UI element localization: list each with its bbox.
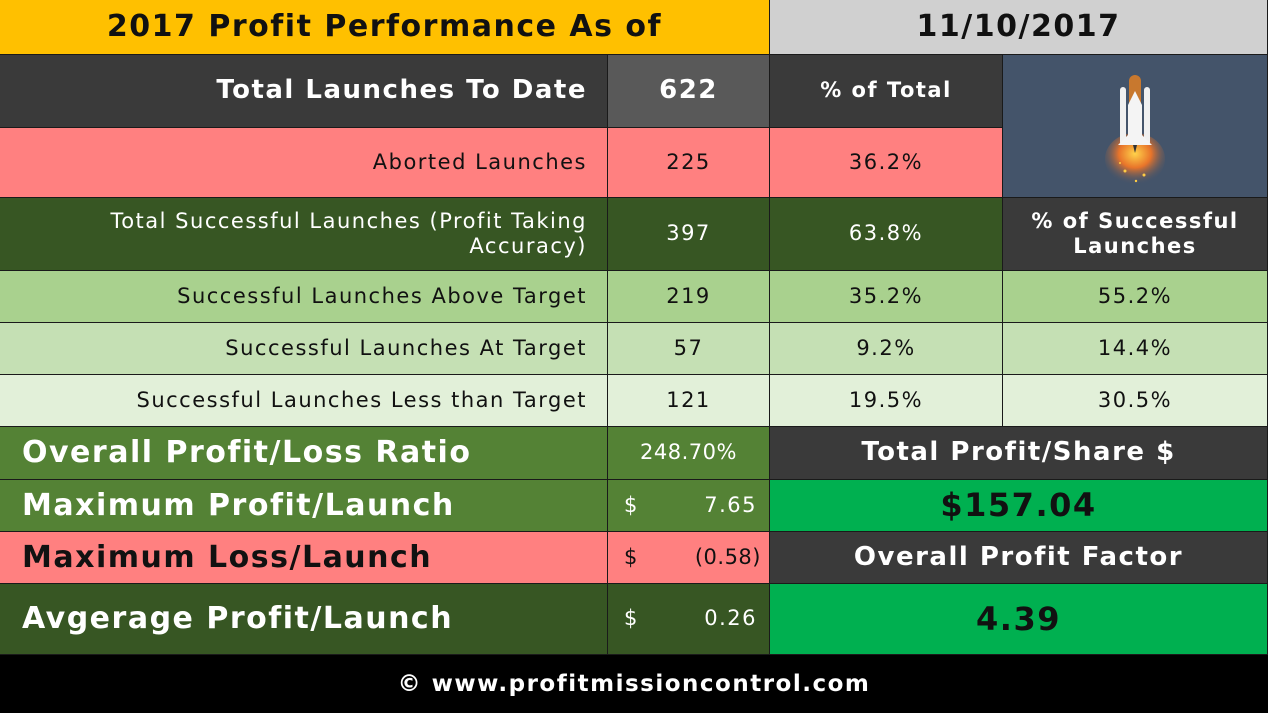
avg-profit-currency: $ [624, 606, 639, 631]
profit-loss-ratio-label: Overall Profit/Loss Ratio [0, 427, 608, 480]
profit-factor-value: 4.39 [770, 584, 1268, 655]
row-below-target-value: 121 [608, 375, 770, 427]
report-title: 2017 Profit Performance As of [0, 0, 770, 55]
footer-copyright: © www.profitmissioncontrol.com [0, 655, 1268, 713]
total-launches-label: Total Launches To Date [0, 55, 608, 128]
max-profit-currency: $ [624, 492, 639, 517]
avg-profit-value: 0.26 [704, 606, 757, 631]
total-profit-share-label: Total Profit/Share $ [770, 427, 1268, 480]
row-below-target-label: Successful Launches Less than Target [0, 375, 608, 427]
max-loss-currency: $ [624, 544, 638, 569]
row-below-target-pct-successful: 30.5% [1003, 375, 1268, 427]
aborted-launches-value: 225 [608, 128, 770, 198]
profit-loss-ratio-value: 248.70% [608, 427, 770, 480]
total-launches-value: 622 [608, 55, 770, 128]
max-loss-amount: $ (0.58) [608, 532, 770, 584]
avg-profit-label: Avgerage Profit/Launch [0, 584, 608, 655]
pct-of-successful-header: % of Successful Launches [1003, 198, 1268, 271]
successful-launches-label: Total Successful Launches (Profit Taking… [0, 198, 608, 271]
successful-launches-value: 397 [608, 198, 770, 271]
row-above-target-label: Successful Launches Above Target [0, 271, 608, 323]
max-profit-value: 7.65 [704, 492, 757, 517]
successful-launches-pct: 63.8% [770, 198, 1003, 271]
aborted-launches-label: Aborted Launches [0, 128, 608, 198]
report-date: 11/10/2017 [770, 0, 1268, 55]
row-at-target-label: Successful Launches At Target [0, 323, 608, 375]
row-above-target-pct-successful: 55.2% [1003, 271, 1268, 323]
avg-profit-amount: $ 0.26 [608, 584, 770, 655]
row-at-target-value: 57 [608, 323, 770, 375]
profit-factor-label: Overall Profit Factor [770, 532, 1268, 584]
row-at-target-pct-total: 9.2% [770, 323, 1003, 375]
row-above-target-value: 219 [608, 271, 770, 323]
max-loss-value: (0.58) [694, 544, 761, 569]
aborted-launches-pct: 36.2% [770, 128, 1003, 198]
max-loss-label: Maximum Loss/Launch [0, 532, 608, 584]
row-above-target-pct-total: 35.2% [770, 271, 1003, 323]
space-shuttle-icon [1105, 75, 1165, 185]
shuttle-image [1003, 55, 1268, 198]
total-profit-share-value: $157.04 [770, 480, 1268, 532]
max-profit-amount: $ 7.65 [608, 480, 770, 532]
row-at-target-pct-successful: 14.4% [1003, 323, 1268, 375]
row-below-target-pct-total: 19.5% [770, 375, 1003, 427]
pct-of-total-header: % of Total [770, 55, 1003, 128]
max-profit-label: Maximum Profit/Launch [0, 480, 608, 532]
